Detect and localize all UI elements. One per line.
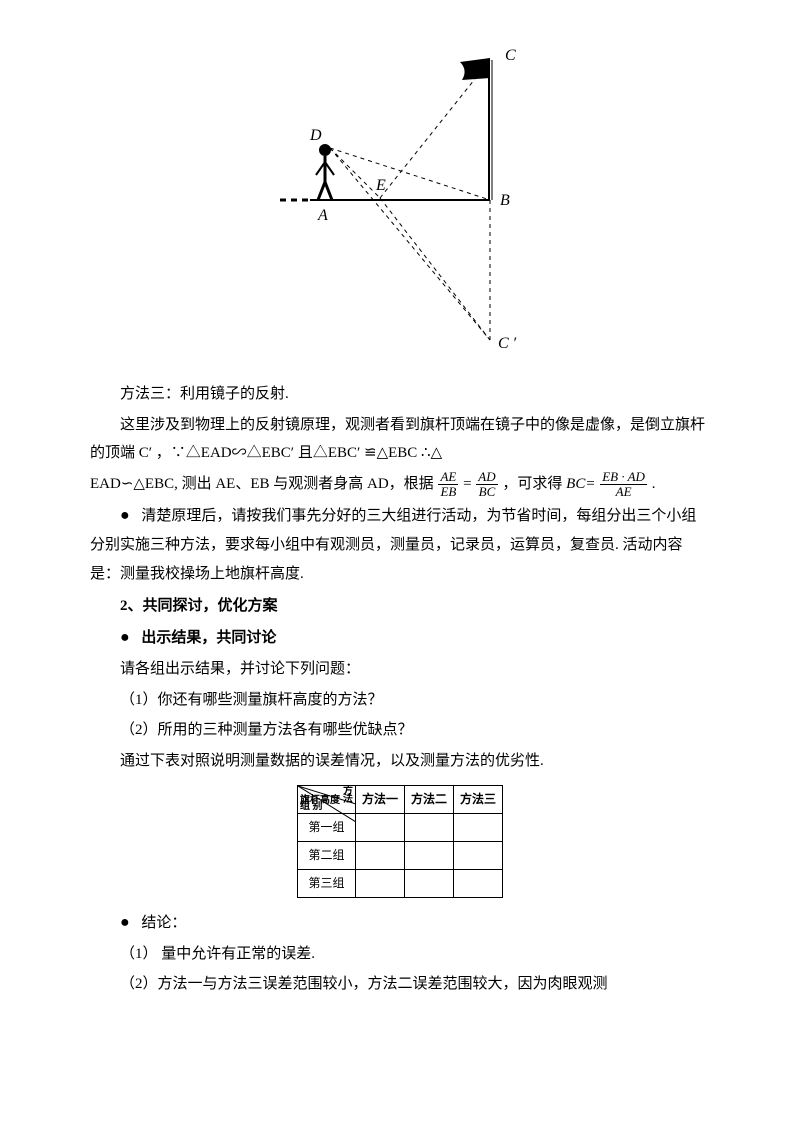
row-header: 第三组 xyxy=(297,869,355,897)
label-a: A xyxy=(317,207,328,224)
table-header-row: 方 法 旗杆高度 组 别 方法一 方法二 方法三 xyxy=(297,786,502,814)
label-c: C xyxy=(505,47,516,64)
label-cprime: C ′ xyxy=(498,335,517,352)
row-header: 第二组 xyxy=(297,841,355,869)
bullet-icon: ● xyxy=(120,914,130,931)
conclusion-2: （2）方法一与方法三误差范围较小，方法二误差范围较大，因为肉眼观测 xyxy=(90,970,710,999)
table-cell xyxy=(454,869,503,897)
eq-suffix: . xyxy=(652,476,656,492)
fraction-2: AD BC xyxy=(475,470,498,500)
table-row: 第三组 xyxy=(297,869,502,897)
geometry-diagram: C D E B A C ′ xyxy=(90,30,710,360)
eq-mid: ，可求得 xyxy=(502,476,566,492)
table-cell xyxy=(355,814,404,842)
table-cell xyxy=(404,841,453,869)
label-b: B xyxy=(500,192,510,209)
bullet-1: ● 清楚原理后，请按我们事先分好的三大组进行活动，为节省时间，每组分出三个小组分… xyxy=(90,501,710,588)
label-d: D xyxy=(309,127,322,144)
bullet-icon: ● xyxy=(120,507,130,524)
table-cell xyxy=(404,814,453,842)
col-header: 方法一 xyxy=(355,786,404,814)
comparison-table: 方 法 旗杆高度 组 别 方法一 方法二 方法三 第一组 第二组 第三组 xyxy=(297,785,503,897)
eq-sign-1: = xyxy=(463,476,471,492)
diagonal-header-cell: 方 法 旗杆高度 组 别 xyxy=(297,786,355,814)
conclusion-1: （1） 量中允许有正常的误差. xyxy=(90,940,710,969)
diagram-svg: C D E B A C ′ xyxy=(240,30,560,360)
method3-title: 方法三：利用镜子的反射. xyxy=(90,380,710,409)
equation-line: EAD∽△EBC, 测出 AE、EB 与观测者身高 AD，根据 AE EB = … xyxy=(90,470,710,500)
question-2: （2）所用的三种测量方法各有哪些优缺点？ xyxy=(90,716,710,745)
bc-equals: BC= xyxy=(566,476,595,492)
bullet-icon: ● xyxy=(120,629,130,646)
bullet-2: ● 出示结果，共同讨论 xyxy=(90,623,710,653)
table-cell xyxy=(355,841,404,869)
bullet-3: ● 结论： xyxy=(90,908,710,938)
table-cell xyxy=(355,869,404,897)
col-header: 方法三 xyxy=(454,786,503,814)
col-header: 方法二 xyxy=(404,786,453,814)
paragraph-3: 通过下表对照说明测量数据的误差情况，以及测量方法的优劣性. xyxy=(90,747,710,776)
table-cell xyxy=(454,841,503,869)
paragraph-1: 这里涉及到物理上的反射镜原理，观测者看到旗杆顶端在镜子中的像是虚像，是倒立旗杆的… xyxy=(90,411,710,468)
fraction-3: EB · AD AE xyxy=(599,470,648,500)
label-e: E xyxy=(375,177,386,194)
heading-2: 2、共同探讨，优化方案 xyxy=(90,592,710,621)
paragraph-2: 请各组出示结果，并讨论下列问题： xyxy=(90,655,710,684)
comparison-table-container: 方 法 旗杆高度 组 别 方法一 方法二 方法三 第一组 第二组 第三组 xyxy=(90,785,710,897)
fraction-1: AE EB xyxy=(437,470,459,500)
table-cell xyxy=(454,814,503,842)
question-1: （1）你还有哪些测量旗杆高度的方法？ xyxy=(90,686,710,715)
table-row: 第二组 xyxy=(297,841,502,869)
table-cell xyxy=(404,869,453,897)
eq-prefix: EAD∽△EBC, 测出 AE、EB 与观测者身高 AD，根据 xyxy=(90,476,437,492)
